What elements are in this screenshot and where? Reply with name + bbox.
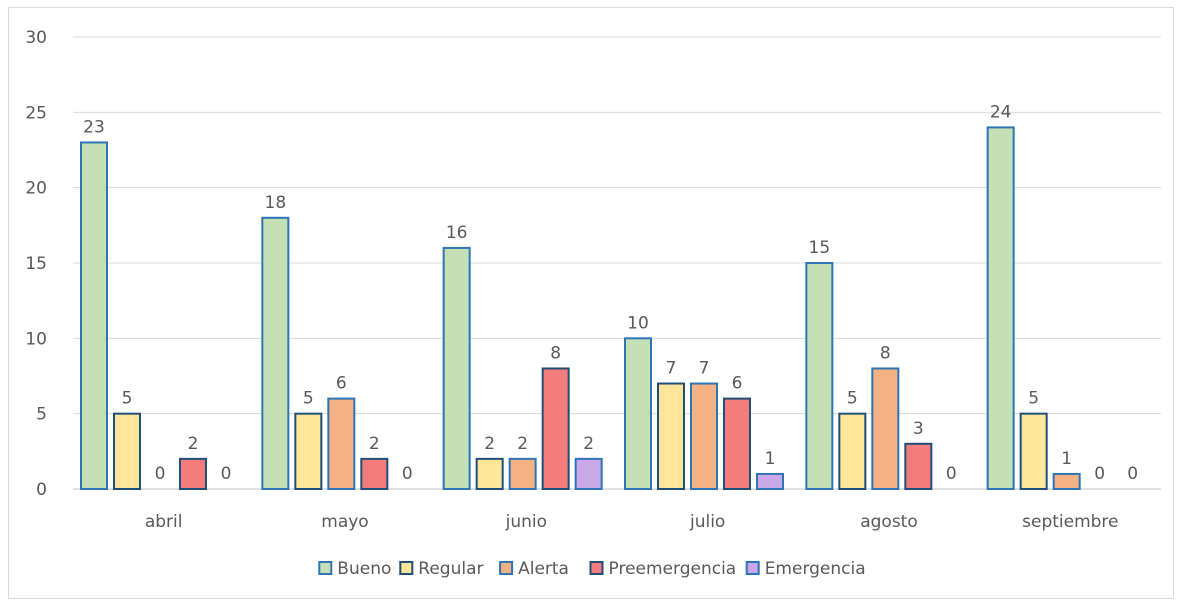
legend-label-regular: Regular	[418, 559, 483, 579]
data-label: 24	[990, 102, 1012, 122]
bar-regular-julio	[657, 382, 685, 490]
x-tick-label: agosto	[860, 512, 918, 532]
legend-label-alerta: Alerta	[518, 559, 569, 579]
bar-bueno-julio	[624, 337, 652, 491]
bar-preemergencia-abril	[179, 457, 207, 491]
data-label: 16	[446, 223, 468, 243]
y-tick-label: 5	[36, 405, 47, 425]
data-label: 6	[732, 374, 743, 394]
legend-label-emergencia: Emergencia	[765, 559, 866, 579]
data-label: 10	[627, 313, 649, 333]
bar-bueno-mayo	[261, 216, 290, 491]
bar-preemergencia-mayo	[360, 457, 389, 491]
y-tick-label: 20	[25, 179, 47, 199]
gridlines	[73, 36, 1161, 490]
data-label: 1	[1061, 449, 1072, 469]
data-label: 5	[1028, 389, 1039, 409]
bar-alerta-julio	[690, 382, 718, 490]
y-axis: 0 5 10 15 20 25 30	[25, 28, 47, 500]
data-label: 8	[880, 343, 891, 363]
bar-preemergencia-junio	[541, 367, 570, 491]
bar-alerta-junio	[508, 457, 537, 491]
y-tick-label: 0	[36, 480, 47, 500]
bar-regular-abril	[113, 412, 141, 490]
x-tick-label: abril	[145, 512, 183, 532]
data-label: 0	[155, 464, 166, 484]
y-tick-label: 10	[25, 329, 47, 349]
data-label: 2	[517, 434, 528, 454]
legend-swatch-emergencia	[745, 561, 760, 575]
x-axis: abril mayo junio julio agosto septiembre	[145, 512, 1119, 532]
data-label: 2	[583, 434, 594, 454]
bar-regular-junio	[475, 457, 504, 491]
data-label: 2	[484, 434, 495, 454]
data-label: 0	[1094, 464, 1105, 484]
data-label: 0	[1127, 464, 1138, 484]
x-tick-label: junio	[505, 512, 547, 532]
bar-alerta-agosto	[871, 367, 900, 491]
x-tick-label: mayo	[321, 512, 368, 532]
data-label: 5	[847, 389, 858, 409]
bars	[80, 126, 1081, 491]
legend-swatch-bueno	[318, 561, 333, 575]
legend-swatch-preemergencia	[589, 561, 604, 575]
data-label: 5	[122, 389, 133, 409]
y-tick-label: 30	[25, 28, 47, 48]
legend-label-bueno: Bueno	[337, 559, 391, 579]
data-label: 1	[765, 449, 776, 469]
legend-label-preemergencia: Preemergencia	[609, 559, 737, 579]
bar-bueno-agosto	[805, 262, 834, 490]
data-label: 2	[188, 434, 199, 454]
y-tick-label: 25	[25, 103, 47, 123]
data-label: 5	[303, 389, 314, 409]
bar-alerta-mayo	[327, 397, 356, 491]
data-label: 15	[809, 238, 831, 258]
chart-frame	[8, 7, 1174, 599]
legend-swatch-alerta	[499, 561, 514, 575]
data-label: 8	[550, 343, 561, 363]
bar-regular-agosto	[838, 412, 867, 490]
x-tick-label: julio	[689, 512, 725, 532]
data-label: 6	[336, 374, 347, 394]
data-label: 2	[369, 434, 380, 454]
data-label: 0	[221, 464, 232, 484]
x-tick-label: septiembre	[1022, 512, 1118, 532]
bar-bueno-junio	[442, 246, 471, 490]
data-label: 7	[666, 359, 677, 379]
bar-bueno-abril	[80, 141, 108, 490]
data-label: 0	[946, 464, 957, 484]
bar-regular-septiembre	[1019, 412, 1048, 490]
data-label: 0	[402, 464, 413, 484]
bar-emergencia-junio	[574, 457, 603, 491]
data-label: 7	[699, 359, 710, 379]
data-label: 23	[83, 117, 105, 137]
bar-bueno-septiembre	[986, 126, 1015, 491]
bar-alerta-septiembre	[1052, 472, 1081, 490]
y-tick-label: 15	[25, 254, 47, 274]
data-label: 3	[913, 419, 924, 439]
legend: Bueno Regular Alerta Preemergencia Emergenci…	[318, 559, 866, 579]
legend-swatch-regular	[399, 561, 414, 575]
data-label: 18	[265, 193, 287, 213]
bar-preemergencia-julio	[723, 397, 751, 491]
bar-emergencia-julio	[756, 472, 784, 490]
bar-preemergencia-agosto	[904, 442, 933, 490]
bar-regular-mayo	[294, 412, 323, 490]
